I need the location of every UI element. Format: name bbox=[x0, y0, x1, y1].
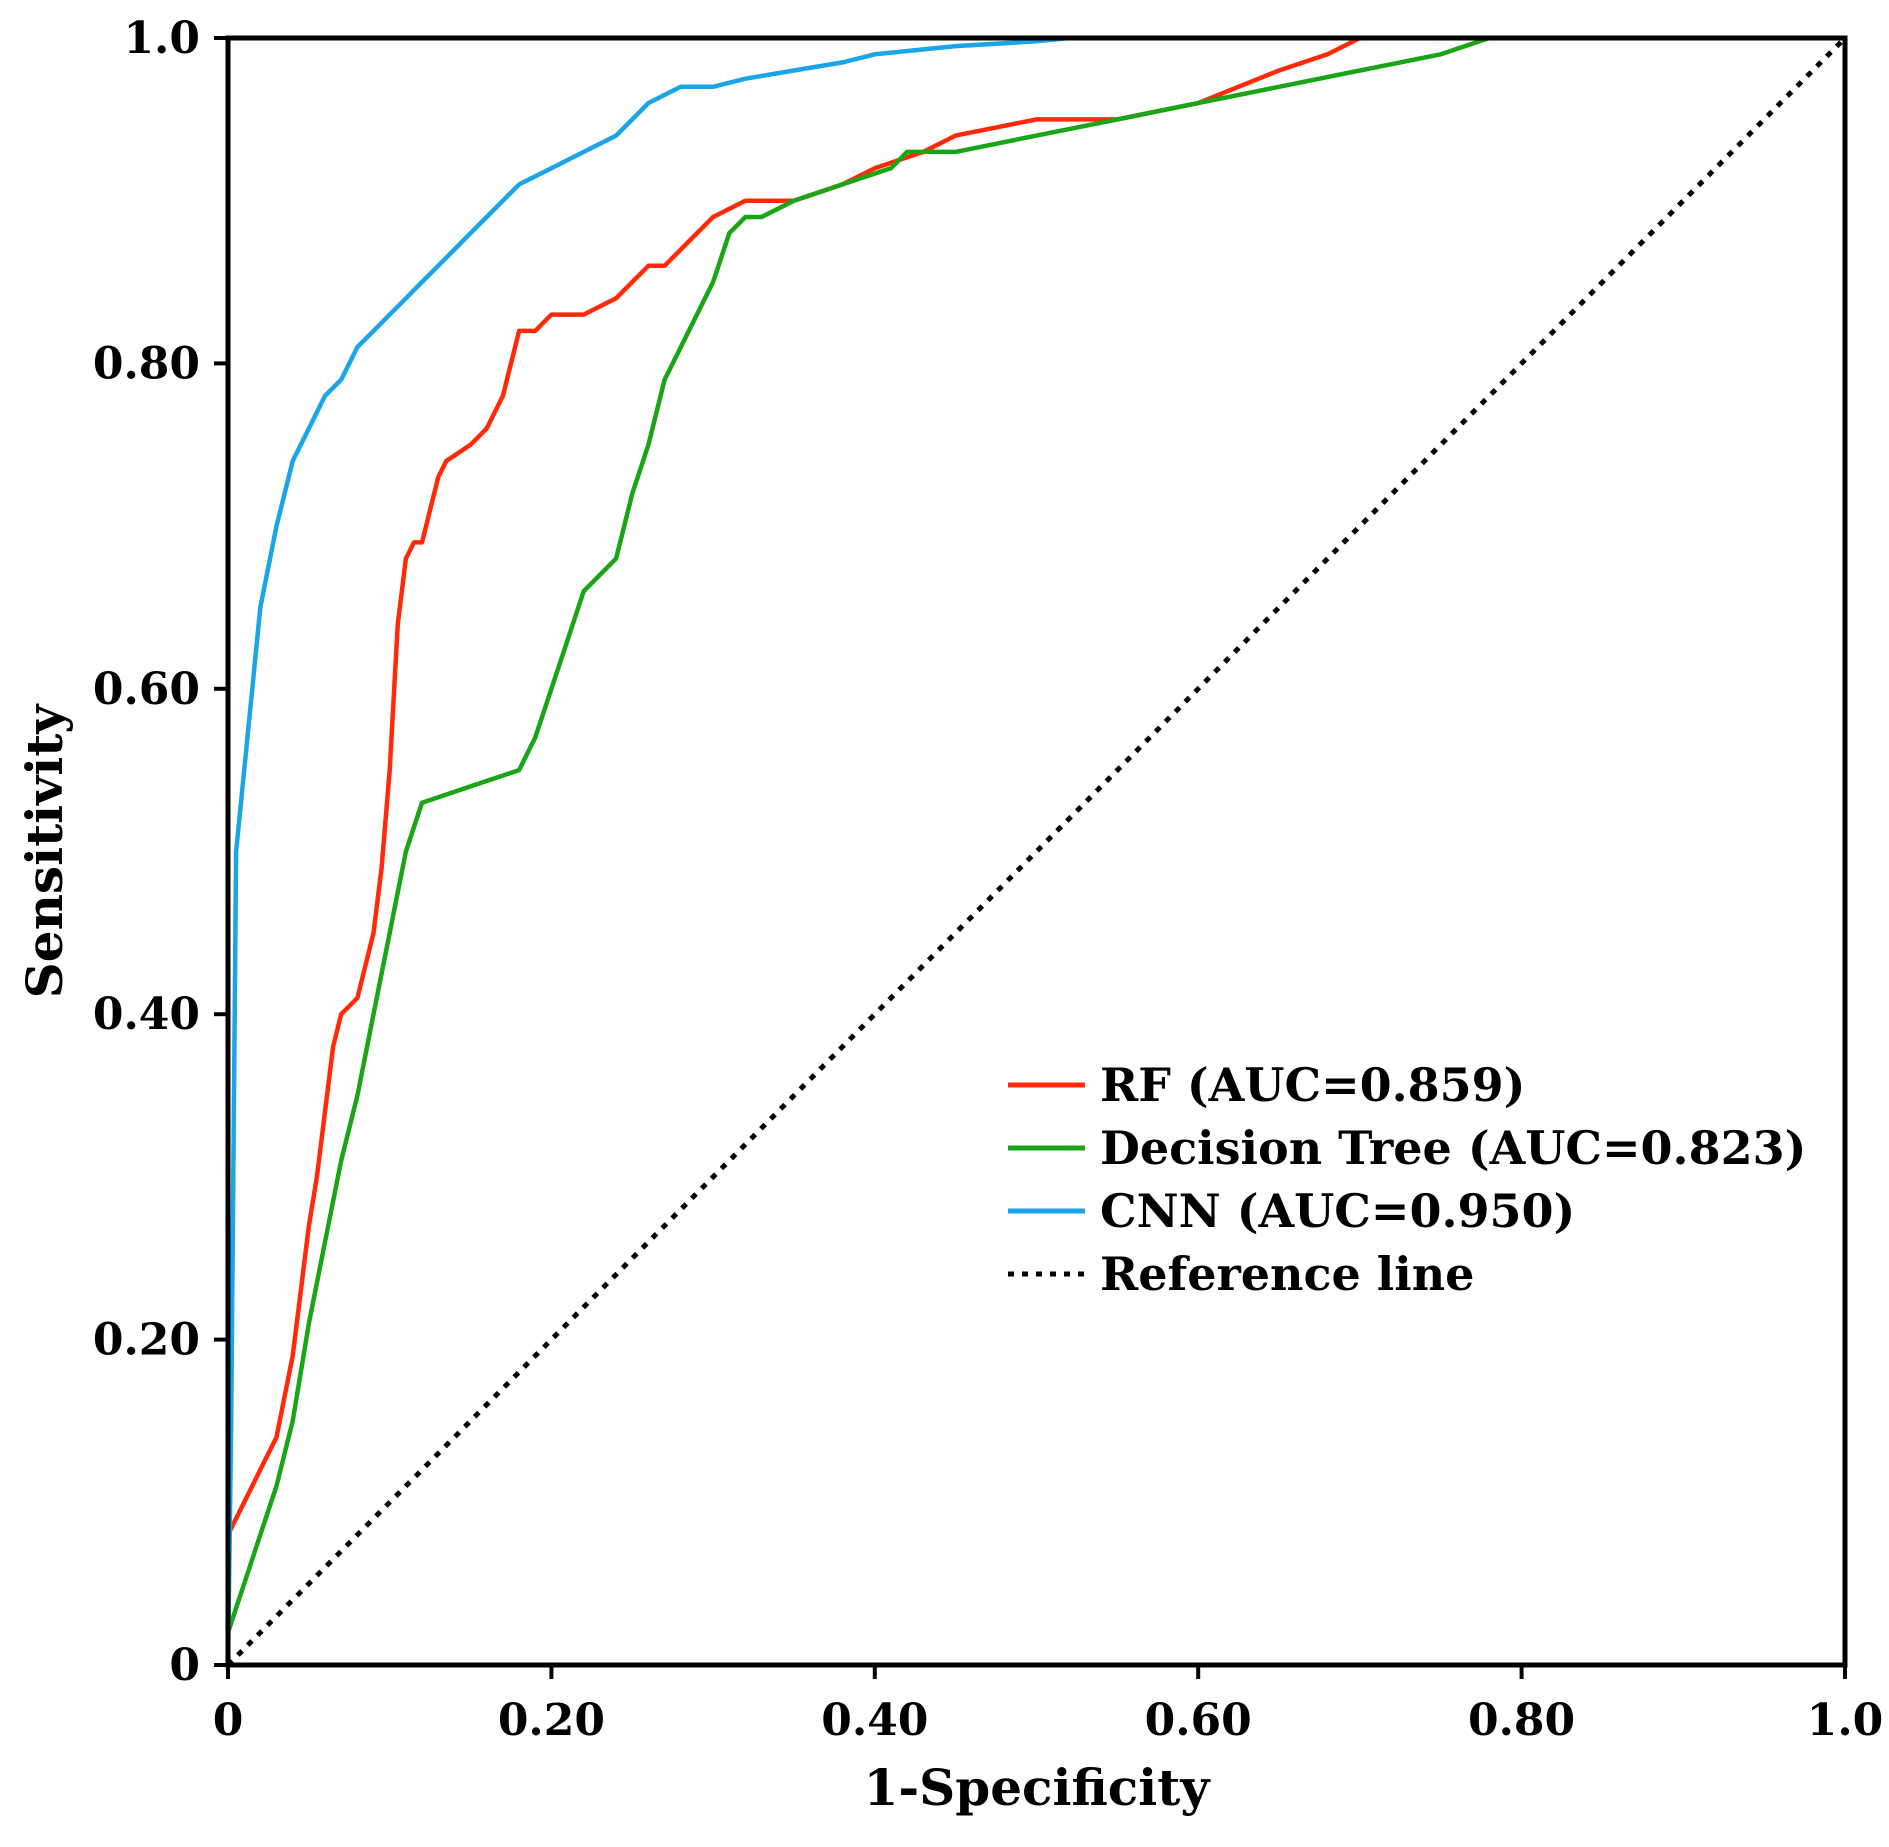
x-tick-label: 0.60 bbox=[1145, 1695, 1252, 1746]
curves-layer bbox=[225, 35, 1847, 1667]
series-line-rf-auc-0-859 bbox=[225, 35, 1361, 1536]
plot-frame bbox=[225, 35, 1848, 1668]
x-axis-title: 1-Specificity bbox=[864, 1758, 1212, 1817]
y-tick-label: 0.80 bbox=[93, 338, 200, 389]
series-line-reference-line bbox=[226, 36, 1847, 1667]
x-tick-label: 1.0 bbox=[1807, 1695, 1884, 1746]
legend-label-rf-auc-0-859: RF (AUC=0.859) bbox=[1100, 1058, 1525, 1112]
y-tick-label: 0.40 bbox=[93, 989, 200, 1040]
legend-label-decision-tree-auc-0-823: Decision Tree (AUC=0.823) bbox=[1100, 1121, 1806, 1175]
legend-label-cnn-auc-0-950: CNN (AUC=0.950) bbox=[1100, 1184, 1575, 1238]
y-tick-label: 0.20 bbox=[93, 1315, 200, 1366]
y-tick-label: 1.0 bbox=[123, 13, 200, 64]
series-line-cnn-auc-0-950 bbox=[225, 35, 1070, 1666]
legend: RF (AUC=0.859) Decision Tree (AUC=0.823) C… bbox=[1008, 1058, 1806, 1301]
x-tick-label: 0.80 bbox=[1468, 1695, 1575, 1746]
y-tick-label: 0.60 bbox=[93, 664, 200, 715]
ticks-layer: 0 0.20 0.40 0.60 0.80 1.0 0 0.20 0.40 0.60 0.80 1.0 bbox=[93, 13, 1883, 1746]
x-tick-label: 0.20 bbox=[498, 1695, 605, 1746]
legend-label-reference-line: Reference line bbox=[1100, 1247, 1474, 1301]
x-tick-label: 0.40 bbox=[821, 1695, 928, 1746]
x-tick-label: 0 bbox=[213, 1695, 244, 1746]
series-line-decision-tree-auc-0-823 bbox=[225, 35, 1491, 1634]
y-tick-label: 0 bbox=[169, 1640, 200, 1691]
y-axis-title: Sensitivity bbox=[15, 703, 74, 999]
